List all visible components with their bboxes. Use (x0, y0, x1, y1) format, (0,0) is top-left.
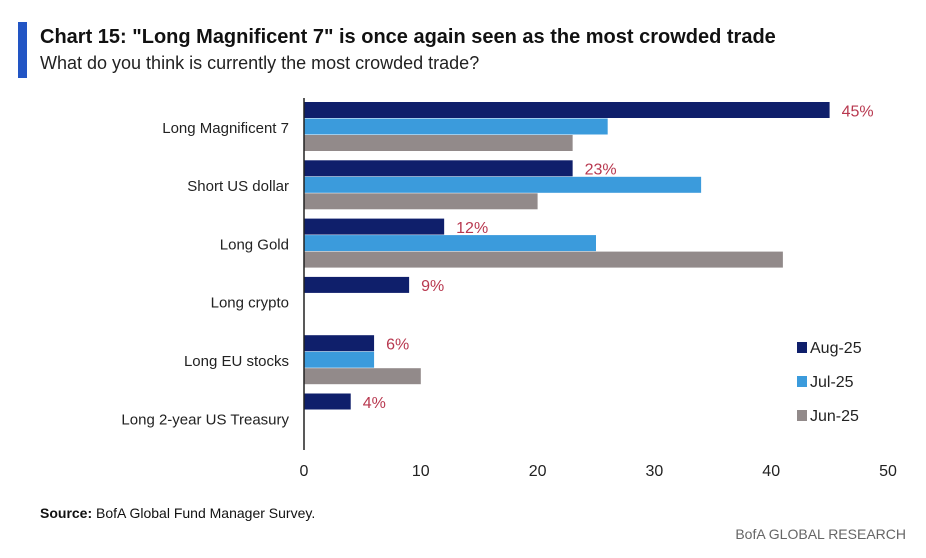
bar-aug-25 (304, 102, 830, 118)
bar-jun-25 (304, 368, 421, 385)
legend-swatch (797, 376, 807, 387)
source-text: BofA Global Fund Manager Survey. (92, 505, 316, 521)
data-label: 6% (386, 336, 409, 353)
category-label: Short US dollar (187, 178, 289, 195)
bar-jul-25 (304, 351, 375, 368)
data-label: 9% (421, 278, 444, 295)
title-accent-bar (18, 22, 27, 78)
category-label: Long 2-year US Treasury (121, 411, 289, 428)
category-label: Long crypto (211, 295, 289, 312)
bar-aug-25 (304, 393, 351, 410)
data-label: 45% (842, 103, 874, 120)
x-tick-label: 30 (646, 463, 664, 480)
legend-label: Jun-25 (810, 408, 859, 425)
chart-subtitle: What do you think is currently the most … (40, 53, 480, 73)
bar-aug-25 (304, 218, 445, 235)
legend-swatch (797, 342, 807, 353)
bar-jun-25 (304, 135, 573, 151)
bar-jul-25 (304, 176, 702, 193)
legend-label: Jul-25 (810, 374, 854, 391)
chart-title: Chart 15: "Long Magnificent 7" is once a… (40, 26, 776, 48)
bar-jul-25 (304, 235, 596, 252)
data-label: 12% (456, 220, 488, 237)
bar-jun-25 (304, 193, 538, 210)
x-tick-label: 50 (879, 463, 897, 480)
legend-label: Aug-25 (810, 340, 862, 357)
x-tick-label: 20 (529, 463, 547, 480)
source-note: Source: BofA Global Fund Manager Survey. (40, 505, 315, 521)
category-label: Long Gold (220, 236, 289, 253)
bar-jul-25 (304, 118, 608, 135)
data-label: 4% (363, 395, 386, 412)
legend-swatch (797, 410, 807, 421)
category-label: Long EU stocks (184, 353, 289, 370)
data-label: 23% (585, 162, 617, 179)
bar-aug-25 (304, 276, 410, 293)
bar-aug-25 (304, 335, 375, 352)
brand-label: BofA GLOBAL RESEARCH (735, 526, 906, 542)
x-tick-label: 10 (412, 463, 430, 480)
x-tick-label: 40 (762, 463, 780, 480)
x-tick-label: 0 (300, 463, 309, 480)
bar-aug-25 (304, 160, 573, 177)
source-label: Source: (40, 505, 93, 521)
bar-jun-25 (304, 251, 783, 268)
category-label: Long Magnificent 7 (162, 120, 289, 137)
